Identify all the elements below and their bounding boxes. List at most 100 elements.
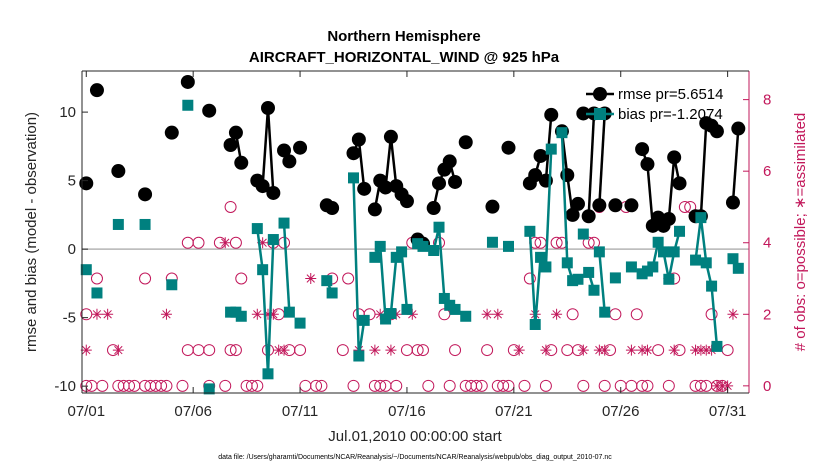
obs-assimilated-marker <box>91 308 103 320</box>
rmse-point <box>570 196 585 211</box>
obs-possible-marker <box>235 272 248 285</box>
chart-title: Northern Hemisphere <box>327 28 480 45</box>
obs-possible-marker <box>229 344 242 357</box>
obs-assimilated-marker <box>727 308 739 320</box>
obs-possible-marker <box>176 379 189 392</box>
bias-point <box>358 314 370 326</box>
rmse-point <box>255 179 270 194</box>
x-axis-label: Jul.01,2010 00:00:00 start <box>328 428 502 445</box>
obs-possible-marker <box>245 379 258 392</box>
obs-possible-marker <box>422 379 435 392</box>
rmse-line <box>587 113 596 217</box>
chart-subtitle: AIRCRAFT_HORIZONTAL_WIND @ 925 hPa <box>249 49 560 66</box>
bias-point <box>235 310 247 322</box>
obs-possible-marker <box>160 379 173 392</box>
rmse-point <box>501 140 516 155</box>
rmse-point <box>89 83 104 98</box>
rmse-point <box>325 201 340 216</box>
bias-point <box>80 264 92 276</box>
obs-possible-marker <box>662 379 675 392</box>
rmse-point <box>458 135 473 150</box>
bias-point <box>433 221 445 233</box>
rmse-point <box>731 121 746 136</box>
obs-possible-marker <box>518 379 531 392</box>
bias-point <box>561 257 573 269</box>
rmse-point <box>608 198 623 213</box>
obs-possible-marker <box>577 379 590 392</box>
x-tick-label: 07/21 <box>495 403 533 420</box>
obs-assimilated-marker <box>481 308 493 320</box>
rmse-point <box>378 180 393 195</box>
obs-possible-marker <box>219 379 232 392</box>
bias-line <box>598 251 606 313</box>
bias-point <box>294 317 306 329</box>
obs-possible-marker <box>336 344 349 357</box>
y-tick-label: -10 <box>54 378 76 395</box>
rmse-point <box>202 103 217 118</box>
bias-point <box>556 127 568 139</box>
obs-assimilated-marker <box>267 308 279 320</box>
rmse-point <box>357 181 372 196</box>
obs-assimilated-marker <box>513 344 525 356</box>
bias-point <box>732 262 744 274</box>
rmse-point <box>399 194 414 209</box>
bias-point <box>417 240 429 252</box>
rmse-point <box>266 185 281 200</box>
obs-possible-marker <box>203 344 216 357</box>
bias-point <box>625 261 637 273</box>
bias-point <box>166 279 178 291</box>
obs-possible-marker <box>374 379 387 392</box>
obs-possible-marker <box>598 379 611 392</box>
bias-point <box>588 284 600 296</box>
obs-layer <box>80 200 739 392</box>
obs-possible-marker <box>315 379 328 392</box>
bias-point <box>577 228 589 240</box>
rmse-point <box>223 137 238 152</box>
bias-point <box>112 218 124 230</box>
obs-possible-marker <box>636 379 649 392</box>
obs-assimilated-marker <box>80 344 92 356</box>
bias-line <box>282 223 291 313</box>
bias-point <box>278 217 290 229</box>
y-tick-label: -5 <box>63 310 76 327</box>
series-bias <box>80 99 744 395</box>
obs-assimilated-marker <box>540 344 552 356</box>
rmse-point <box>565 207 580 222</box>
y-tick-label-right: 6 <box>763 163 771 180</box>
rmse-point <box>667 150 682 165</box>
bias-point <box>657 246 669 258</box>
y-tick-label-right: 4 <box>763 235 771 252</box>
obs-possible-marker <box>224 200 237 213</box>
rmse-point <box>293 140 308 155</box>
obs-assimilated-marker <box>305 273 317 285</box>
rmse-point <box>709 124 724 139</box>
rmse-point <box>180 74 195 89</box>
rmse-point <box>346 146 361 161</box>
bias-point <box>353 350 365 362</box>
bias-point <box>695 212 707 224</box>
x-tick-label: 07/31 <box>709 403 747 420</box>
ticks-layer: -10 -5 0 5 10 0 2 4 6 8 07/01 07/06 07/11 07/16 07/21 0… <box>54 71 771 420</box>
bias-point <box>700 257 712 269</box>
obs-possible-marker <box>310 379 323 392</box>
bias-point <box>283 306 295 318</box>
rmse-point <box>351 132 366 147</box>
bias-point <box>348 172 360 184</box>
obs-assimilated-marker <box>577 344 589 356</box>
y-tick-label: 5 <box>68 173 76 190</box>
bias-point <box>203 383 215 395</box>
x-tick-label: 07/11 <box>282 403 318 420</box>
bias-point <box>251 223 263 235</box>
obs-assimilated-marker <box>599 344 611 356</box>
x-tick-label: 07/16 <box>388 403 426 420</box>
rmse-point <box>138 187 153 202</box>
data-file-footnote: data file: /Users/gharamti/Documents/NCA… <box>218 454 612 461</box>
legend-rmse: rmse pr=5.6514 <box>586 86 723 103</box>
bias-point <box>540 261 552 273</box>
obs-possible-marker <box>123 379 136 392</box>
bias-point <box>647 261 659 273</box>
obs-possible-marker <box>694 379 707 392</box>
rmse-point <box>528 168 543 183</box>
obs-assimilated-marker <box>369 344 381 356</box>
obs-possible-marker <box>497 379 510 392</box>
